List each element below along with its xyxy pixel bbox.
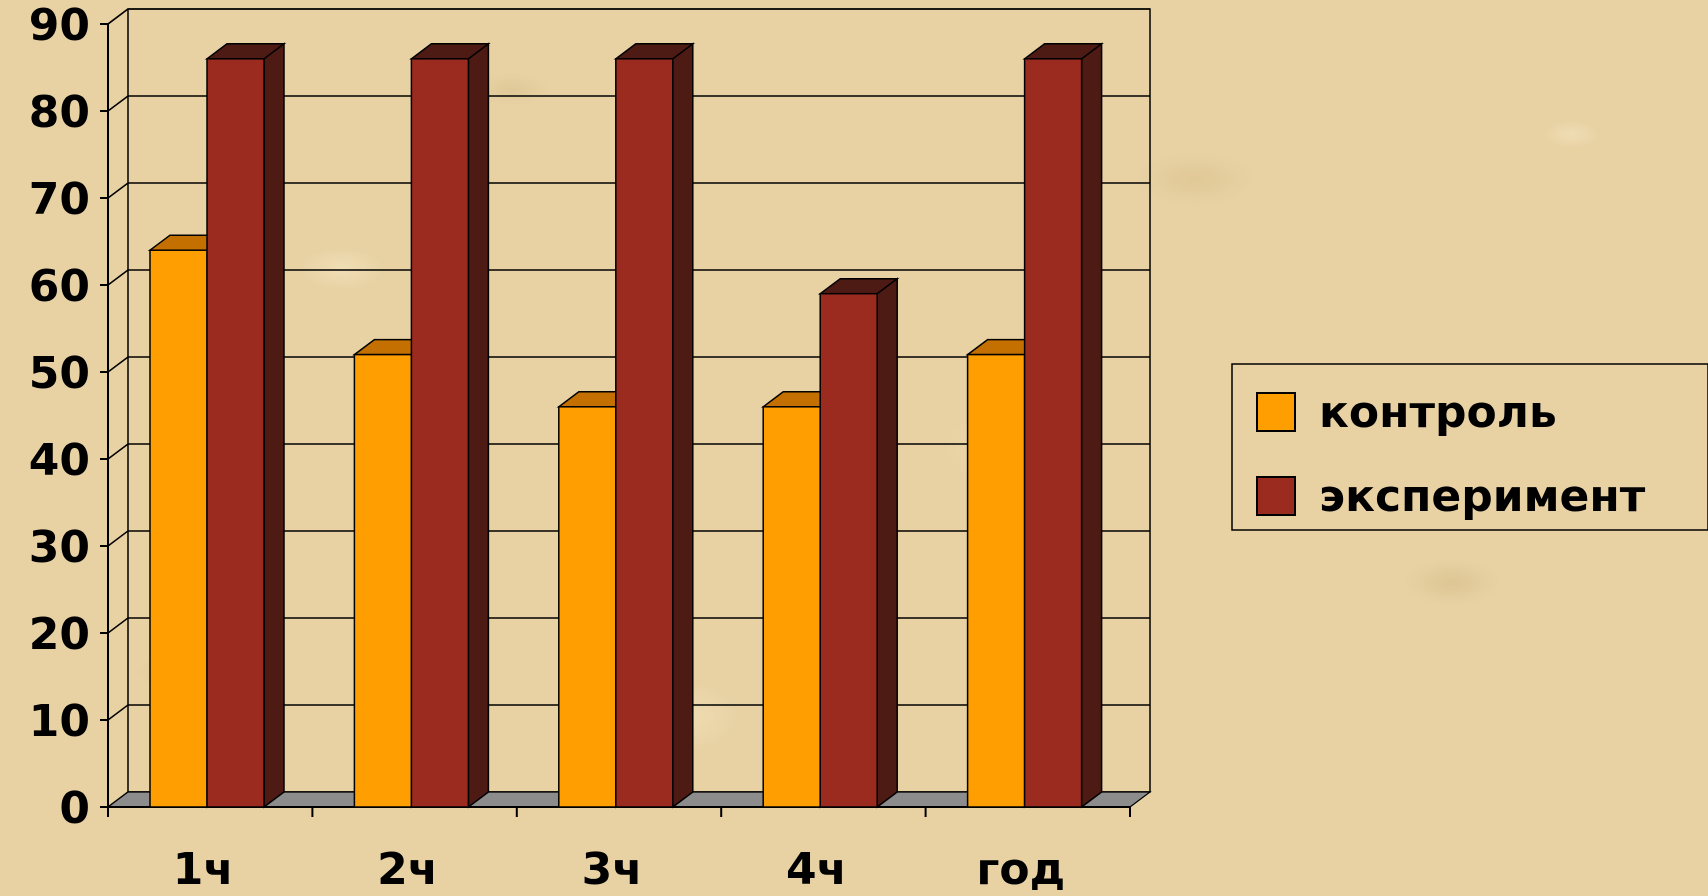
- legend-label-control: контроль: [1319, 387, 1557, 438]
- legend: контроль эксперимент: [1231, 363, 1708, 531]
- y-tick-label: 80: [29, 87, 90, 138]
- bar-front: [206, 58, 265, 808]
- bar-front: [966, 353, 1026, 808]
- side-gridline: [107, 182, 129, 199]
- bar-front: [819, 292, 878, 808]
- side-gridline: [107, 530, 129, 547]
- side-gridline: [107, 617, 129, 634]
- bar-experiment-1: [204, 42, 287, 809]
- y-tick-label: 30: [29, 522, 90, 573]
- side-gridline: [107, 443, 129, 460]
- bar-front: [762, 406, 821, 808]
- side-gridline: [107, 95, 129, 112]
- x-category-label: 3ч: [582, 844, 643, 895]
- bar-layer: [147, 42, 1104, 809]
- bar-front: [1023, 58, 1083, 808]
- x-category-label: 4ч: [786, 844, 847, 895]
- y-tick-label: 50: [29, 348, 90, 399]
- bar-front: [353, 353, 413, 808]
- bar-front: [558, 406, 617, 808]
- side-gridline: [107, 356, 129, 373]
- bar-side: [263, 42, 285, 809]
- legend-box: [1231, 363, 1708, 531]
- bar-side: [672, 42, 694, 809]
- x-category-label: 1ч: [173, 844, 234, 895]
- legend-swatch-experiment: [1256, 476, 1296, 516]
- y-tick-label: 70: [29, 174, 90, 225]
- bar-front: [615, 58, 674, 808]
- y-tick-label: 10: [29, 696, 90, 747]
- bar-experiment-4: [817, 277, 900, 809]
- y-axis-top-edge: [107, 8, 129, 25]
- label-layer: 0 10 20 30 40 50 60 70 80 90 1ч 2ч 3ч 4ч год: [29, 0, 1065, 895]
- x-category-label: год: [976, 844, 1065, 895]
- legend-swatch-control: [1256, 392, 1296, 432]
- side-gridline: [107, 704, 129, 721]
- legend-label-experiment: эксперимент: [1319, 471, 1646, 522]
- side-gridline: [107, 269, 129, 286]
- x-category-label: 2ч: [377, 844, 438, 895]
- y-tick-label: 20: [29, 609, 90, 660]
- y-tick-label: 0: [59, 783, 90, 834]
- bar-experiment-5: [1022, 42, 1104, 809]
- y-tick-label: 40: [29, 435, 90, 486]
- bar-experiment-2: [409, 42, 491, 809]
- bar-side: [467, 42, 490, 809]
- bar-side: [876, 277, 898, 809]
- bar-front: [149, 249, 208, 808]
- bar-front: [410, 58, 470, 808]
- bar-side: [1080, 42, 1103, 809]
- bar-experiment-3: [613, 42, 696, 809]
- y-tick-label: 90: [29, 0, 90, 51]
- y-tick-label: 60: [29, 261, 90, 312]
